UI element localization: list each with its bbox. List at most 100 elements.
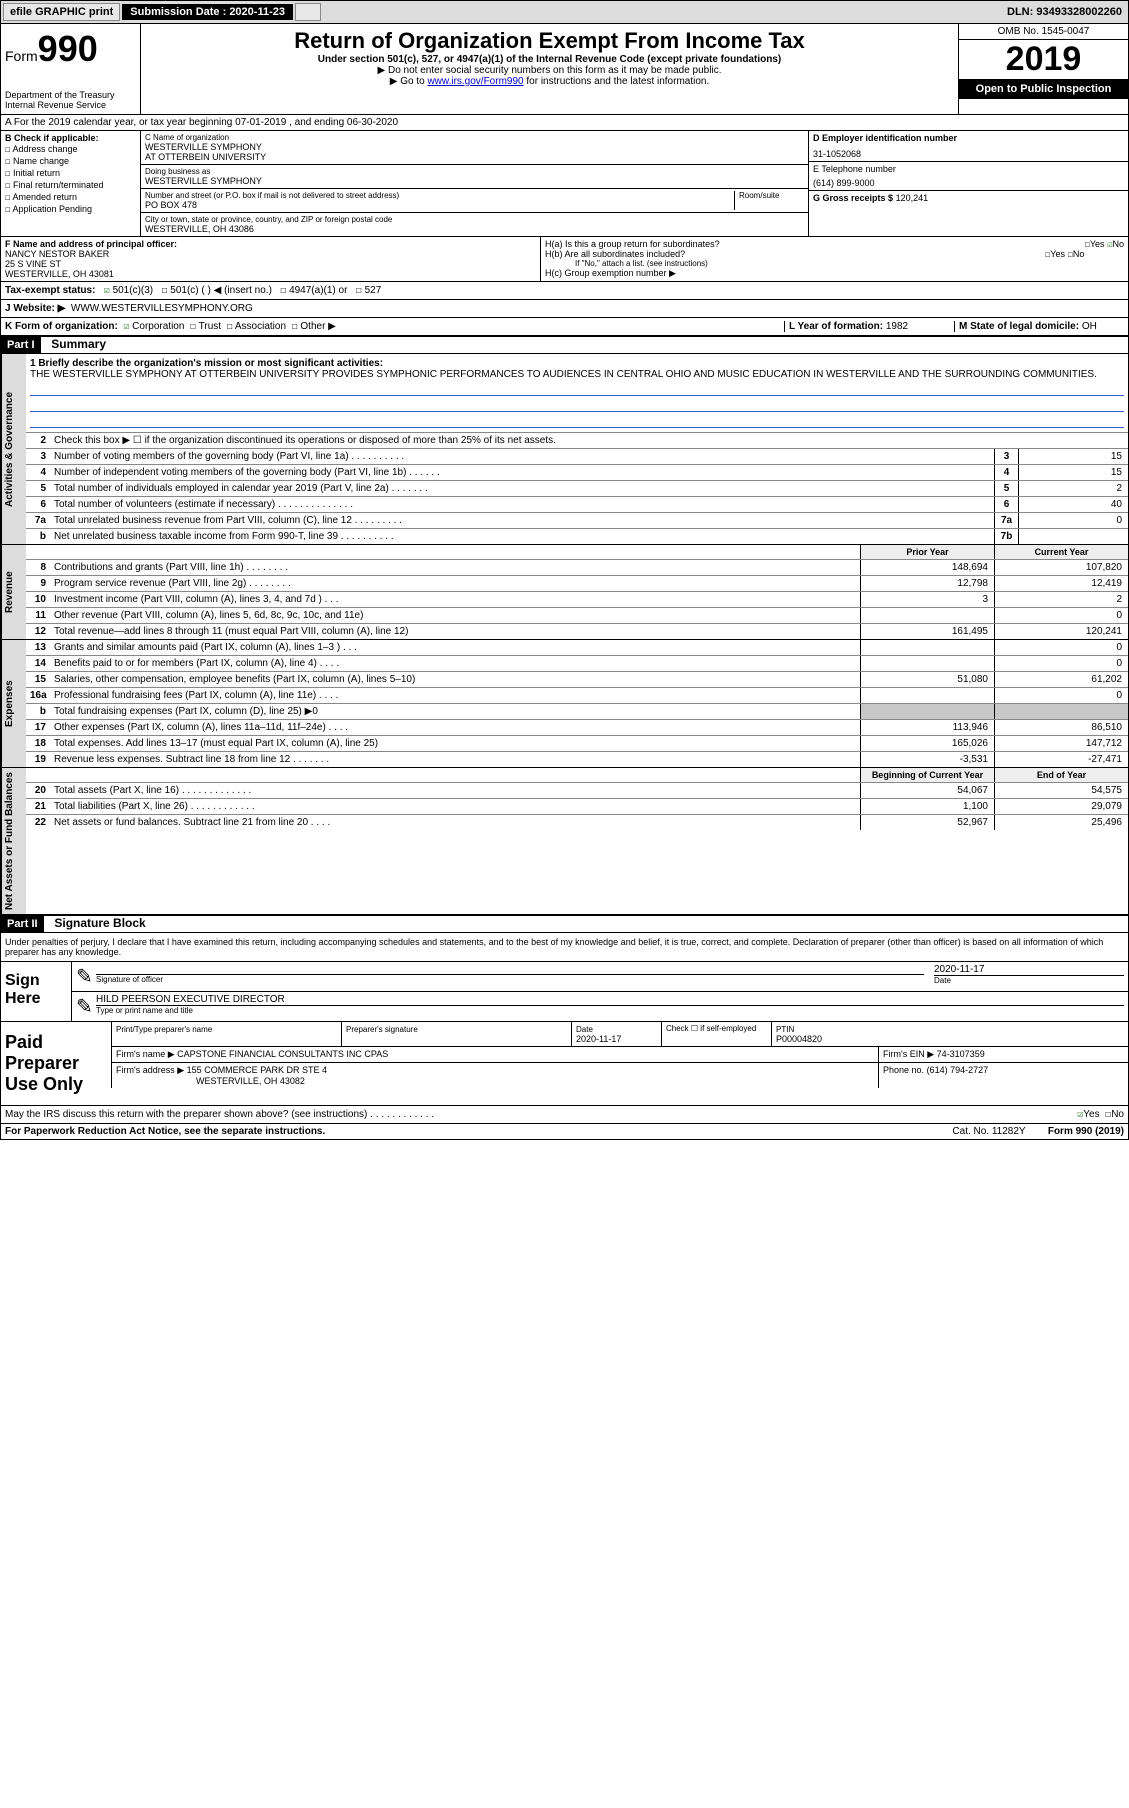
sign-here-label: Sign Here (1, 962, 71, 1021)
officer-title: HILD PEERSON EXECUTIVE DIRECTOR (96, 994, 1124, 1005)
mission-block: 1 Briefly describe the organization's mi… (26, 354, 1128, 432)
vertical-tab: Expenses (1, 640, 26, 767)
line-16a: 16aProfessional fundraising fees (Part I… (26, 687, 1128, 703)
check-final-return[interactable]: ☐ Final return/terminated (5, 180, 136, 191)
column-b: B Check if applicable: ☐ Address change … (1, 131, 141, 236)
paid-preparer-label: Paid Preparer Use Only (1, 1022, 111, 1105)
line-17: 17Other expenses (Part IX, column (A), l… (26, 719, 1128, 735)
check-initial-return[interactable]: ☐ Initial return (5, 168, 136, 179)
blank-button[interactable] (295, 3, 321, 21)
line-20: 20Total assets (Part X, line 16) . . . .… (26, 782, 1128, 798)
goto-instructions: ▶ Go to www.irs.gov/Form990 for instruct… (145, 76, 954, 87)
officer-addr2: WESTERVILLE, OH 43081 (5, 269, 536, 279)
check-amended[interactable]: ☐ Amended return (5, 192, 136, 203)
form990-link[interactable]: www.irs.gov/Form990 (427, 76, 523, 87)
line-21: 21Total liabilities (Part X, line 26) . … (26, 798, 1128, 814)
dln: DLN: 93493328002260 (1001, 4, 1128, 20)
dba-name: WESTERVILLE SYMPHONY (145, 176, 804, 186)
row-a-period: A For the 2019 calendar year, or tax yea… (1, 115, 1128, 131)
row-i-tax-status: Tax-exempt status: ☑ 501(c)(3) ☐ 501(c) … (1, 282, 1128, 300)
paid-preparer-block: Paid Preparer Use Only Print/Type prepar… (1, 1022, 1128, 1106)
summary-section: Net Assets or Fund BalancesBeginning of … (1, 768, 1128, 915)
vertical-tab: Net Assets or Fund Balances (1, 768, 26, 914)
h-a: H(a) Is this a group return for subordin… (545, 239, 1124, 249)
h-b-note: If "No," attach a list. (see instruction… (545, 259, 1124, 268)
vertical-tab: Revenue (1, 545, 26, 639)
officer-name: NANCY NESTOR BAKER (5, 249, 536, 259)
open-inspection: Open to Public Inspection (959, 79, 1128, 99)
line-18: 18Total expenses. Add lines 13–17 (must … (26, 735, 1128, 751)
vertical-tab: Activities & Governance (1, 354, 26, 544)
check-address-change[interactable]: ☐ Address change (5, 144, 136, 155)
form-number: Form990 (5, 28, 136, 70)
summary-section: Expenses 13Grants and similar amounts pa… (1, 640, 1128, 768)
line-11: 11Other revenue (Part VIII, column (A), … (26, 607, 1128, 623)
line-7a: 7a Total unrelated business revenue from… (26, 512, 1128, 528)
line-19: 19Revenue less expenses. Subtract line 1… (26, 751, 1128, 767)
dept-label: Department of the Treasury (5, 90, 136, 100)
discuss-row: May the IRS discuss this return with the… (1, 1106, 1128, 1124)
check-app-pending[interactable]: ☐ Application Pending (5, 204, 136, 215)
state-domicile: OH (1082, 321, 1097, 332)
under-section: Under section 501(c), 527, or 4947(a)(1)… (145, 54, 954, 65)
street-address: PO BOX 478 (145, 200, 734, 210)
firm-name: CAPSTONE FINANCIAL CONSULTANTS INC CPAS (177, 1049, 388, 1059)
sign-here-block: Sign Here ✎ Signature of officer 2020-11… (1, 962, 1128, 1022)
line-b: b Net unrelated business taxable income … (26, 528, 1128, 544)
firm-addr2: WESTERVILLE, OH 43082 (116, 1076, 305, 1086)
line-13: 13Grants and similar amounts paid (Part … (26, 640, 1128, 655)
officer-addr1: 25 S VINE ST (5, 259, 536, 269)
omb-number: OMB No. 1545-0047 (959, 24, 1128, 40)
ptin: P00004820 (776, 1034, 822, 1044)
efile-print-button[interactable]: efile GRAPHIC print (3, 3, 120, 21)
h-c: H(c) Group exemption number ▶ (545, 268, 1124, 279)
website: WWW.WESTERVILLESYMPHONY.ORG (71, 303, 253, 314)
submission-date: Submission Date : 2020-11-23 (122, 4, 293, 20)
self-employed-check[interactable]: Check ☐ if self-employed (661, 1022, 771, 1046)
line-14: 14Benefits paid to or for members (Part … (26, 655, 1128, 671)
topbar: efile GRAPHIC print Submission Date : 20… (1, 1, 1128, 24)
line-2: 2 Check this box ▶ ☐ if the organization… (26, 432, 1128, 448)
beg-end-header: Beginning of Current YearEnd of Year (26, 768, 1128, 782)
header: Form990 Department of the Treasury Inter… (1, 24, 1128, 115)
line-22: 22Net assets or fund balances. Subtract … (26, 814, 1128, 830)
line-15: 15Salaries, other compensation, employee… (26, 671, 1128, 687)
mission-text: THE WESTERVILLE SYMPHONY AT OTTERBEIN UN… (30, 369, 1124, 380)
form-container: efile GRAPHIC print Submission Date : 20… (0, 0, 1129, 1140)
gross-receipts: 120,241 (896, 193, 929, 203)
no-ssn: ▶ Do not enter social security numbers o… (145, 65, 954, 76)
year-formation: 1982 (886, 321, 908, 332)
check-name-change[interactable]: ☐ Name change (5, 156, 136, 167)
prior-current-header: Prior YearCurrent Year (26, 545, 1128, 559)
line-4: 4 Number of independent voting members o… (26, 464, 1128, 480)
row-k-l-m: K Form of organization: ☑ Corporation ☐ … (1, 318, 1128, 336)
summary-section: Activities & Governance 1 Briefly descri… (1, 354, 1128, 545)
room-suite-label: Room/suite (734, 191, 804, 210)
line-10: 10Investment income (Part VIII, column (… (26, 591, 1128, 607)
line-3: 3 Number of voting members of the govern… (26, 448, 1128, 464)
column-d-e-g: D Employer identification number 31-1052… (808, 131, 1128, 236)
column-c: C Name of organization WESTERVILLE SYMPH… (141, 131, 808, 236)
line-12: 12Total revenue—add lines 8 through 11 (… (26, 623, 1128, 639)
org-name-2: AT OTTERBEIN UNIVERSITY (145, 152, 804, 162)
phone: (614) 899-9000 (813, 178, 1124, 188)
firm-phone: (614) 794-2727 (927, 1065, 989, 1075)
line-8: 8Contributions and grants (Part VIII, li… (26, 559, 1128, 575)
tax-year: 2019 (959, 40, 1128, 79)
footer: For Paperwork Reduction Act Notice, see … (1, 1124, 1128, 1139)
firm-addr1: 155 COMMERCE PARK DR STE 4 (187, 1065, 327, 1075)
h-b: H(b) Are all subordinates included? ☐Yes… (545, 249, 1124, 259)
line-b: bTotal fundraising expenses (Part IX, co… (26, 703, 1128, 719)
section-b-c: B Check if applicable: ☐ Address change … (1, 131, 1128, 237)
sig-date: 2020-11-17 (934, 964, 1124, 975)
signature-declaration: Under penalties of perjury, I declare th… (1, 933, 1128, 962)
irs-label: Internal Revenue Service (5, 100, 136, 110)
form-title: Return of Organization Exempt From Incom… (145, 28, 954, 54)
firm-ein: 74-3107359 (937, 1049, 985, 1059)
ein: 31-1052068 (813, 149, 1124, 159)
line-5: 5 Total number of individuals employed i… (26, 480, 1128, 496)
part-ii-header: Part II Signature Block (1, 915, 1128, 933)
part-i-header: Part I Summary (1, 336, 1128, 354)
line-6: 6 Total number of volunteers (estimate i… (26, 496, 1128, 512)
row-j-website: J Website: ▶ WWW.WESTERVILLESYMPHONY.ORG (1, 300, 1128, 318)
